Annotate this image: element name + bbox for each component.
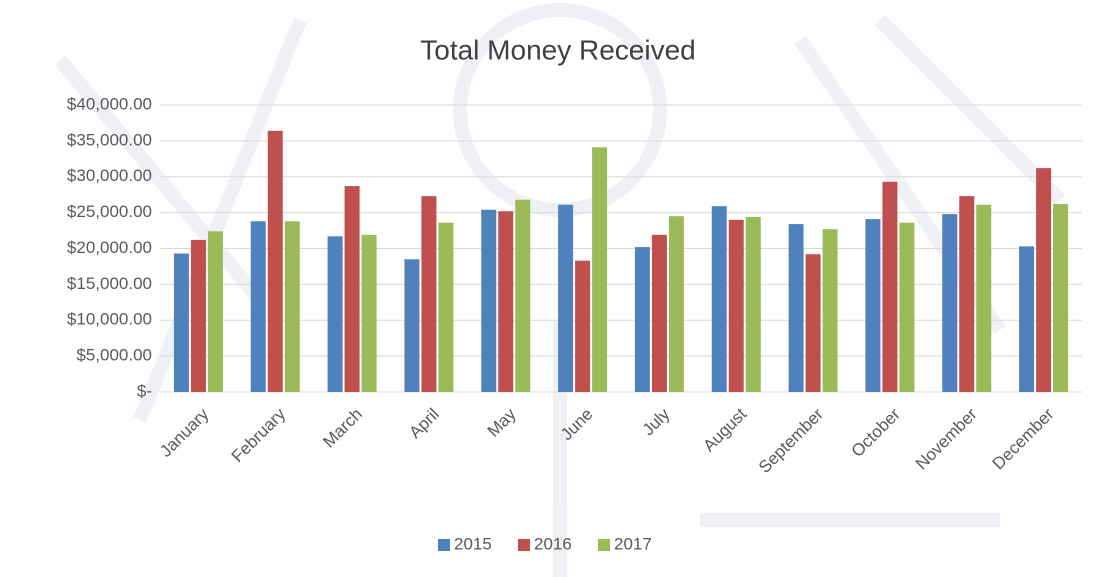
bar <box>1053 204 1068 392</box>
bar <box>882 182 897 392</box>
bar <box>174 254 189 392</box>
bar <box>789 224 804 392</box>
y-tick-label: $35,000.00 <box>67 130 152 149</box>
bar <box>481 210 496 392</box>
x-tick-label: August <box>699 404 750 455</box>
bar <box>959 196 974 392</box>
x-tick-label: September <box>755 404 827 476</box>
bar <box>823 229 838 392</box>
bar <box>976 205 991 392</box>
bar <box>1036 168 1051 392</box>
bar <box>421 196 436 392</box>
bar <box>268 131 283 392</box>
bar <box>729 220 744 392</box>
bar <box>592 147 607 392</box>
bar <box>498 211 513 392</box>
legend-label: 2016 <box>534 534 572 553</box>
y-tick-label: $40,000.00 <box>67 94 152 113</box>
legend-swatch <box>598 539 610 551</box>
bar <box>806 254 821 392</box>
x-tick-label: March <box>319 405 366 452</box>
legend-swatch <box>518 539 530 551</box>
bar <box>328 236 343 392</box>
x-tick-label: January <box>156 404 213 461</box>
bar <box>652 235 667 392</box>
y-tick-label: $15,000.00 <box>67 274 152 293</box>
bar <box>712 206 727 392</box>
bar <box>899 223 914 392</box>
x-tick-label: May <box>484 404 520 440</box>
y-tick-label: $20,000.00 <box>67 238 152 257</box>
page: {"chart_data": {"type": "bar", "title": … <box>0 0 1101 577</box>
bar <box>558 205 573 392</box>
y-tick-label: $25,000.00 <box>67 202 152 221</box>
bar <box>669 216 684 392</box>
legend-label: 2017 <box>614 534 652 553</box>
x-tick-label: February <box>228 404 290 466</box>
bar <box>345 186 360 392</box>
bar <box>191 240 206 392</box>
bar <box>1019 246 1034 392</box>
x-tick-label: November <box>912 404 981 473</box>
bar <box>438 223 453 392</box>
legend-swatch <box>438 539 450 551</box>
x-tick-label: October <box>848 404 904 460</box>
bar <box>404 259 419 392</box>
y-tick-label: $5,000.00 <box>76 346 152 365</box>
bar <box>285 221 300 392</box>
y-tick-label: $30,000.00 <box>67 166 152 185</box>
x-tick-label: July <box>639 404 674 439</box>
bar <box>942 214 957 392</box>
bar <box>575 261 590 392</box>
bar <box>635 247 650 392</box>
x-tick-label: April <box>405 405 442 442</box>
y-tick-label: $10,000.00 <box>67 310 152 329</box>
chart: Total Money Received $- $5,000.00 $10,000.… <box>0 0 1101 577</box>
bar <box>515 200 530 392</box>
bar <box>865 219 880 392</box>
chart-title: Total Money Received <box>420 34 695 65</box>
bar <box>208 231 223 392</box>
bar <box>746 217 761 392</box>
bar <box>362 235 377 392</box>
legend-label: 2015 <box>454 534 492 553</box>
bar <box>251 221 266 392</box>
y-tick-label: $- <box>137 381 152 400</box>
x-tick-label: December <box>989 404 1058 473</box>
